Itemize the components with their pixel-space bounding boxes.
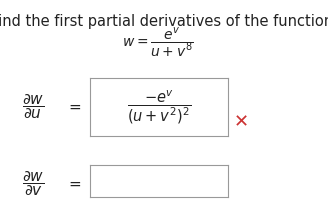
- Text: $\dfrac{\partial w}{\partial v}$: $\dfrac{\partial w}{\partial v}$: [22, 169, 44, 198]
- Text: $=$: $=$: [66, 99, 82, 114]
- Text: $w = \dfrac{e^{v}}{u + v^{8}}$: $w = \dfrac{e^{v}}{u + v^{8}}$: [122, 26, 193, 59]
- Text: $\dfrac{\partial w}{\partial u}$: $\dfrac{\partial w}{\partial u}$: [22, 92, 44, 121]
- Text: $=$: $=$: [66, 176, 82, 191]
- Text: Find the first partial derivatives of the function.: Find the first partial derivatives of th…: [0, 14, 328, 29]
- Text: $\dfrac{-e^{v}}{\left(u + v^{2}\right)^{2}}$: $\dfrac{-e^{v}}{\left(u + v^{2}\right)^{…: [127, 88, 191, 126]
- Text: ✕: ✕: [234, 113, 249, 131]
